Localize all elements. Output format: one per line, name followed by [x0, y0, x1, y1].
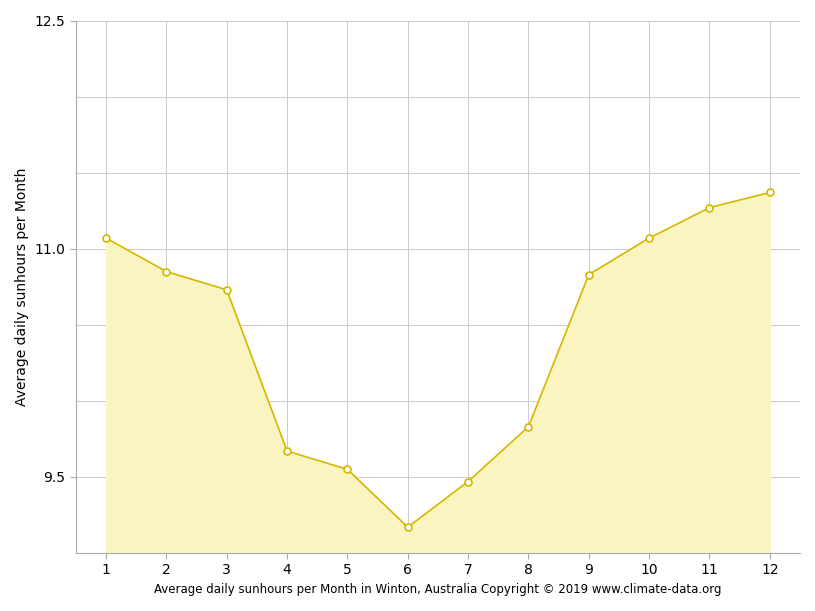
Y-axis label: Average daily sunhours per Month: Average daily sunhours per Month: [15, 167, 29, 406]
X-axis label: Average daily sunhours per Month in Winton, Australia Copyright © 2019 www.clima: Average daily sunhours per Month in Wint…: [154, 583, 721, 596]
